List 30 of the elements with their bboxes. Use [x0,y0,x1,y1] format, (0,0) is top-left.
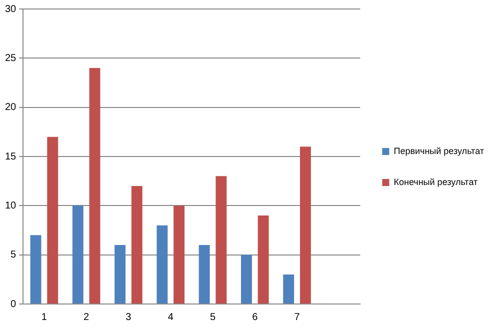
y-tick-label: 20 [5,102,17,114]
legend-label: Первичный результат [394,146,484,156]
legend-label: Конечный результат [394,176,478,187]
y-tick-label: 30 [5,4,17,15]
bar [216,176,227,304]
x-tick-label: 6 [252,312,258,323]
x-tick-label: 2 [84,312,90,323]
y-tick-label: 25 [5,52,17,64]
x-tick-label: 1 [41,312,48,323]
bar [72,206,84,304]
y-tick-label: 0 [10,298,17,310]
bar [89,68,100,304]
bar [283,274,294,304]
y-tick-label: 15 [5,151,17,162]
bar [300,146,311,304]
x-tick-label: 3 [126,312,132,323]
y-tick-label: 5 [10,250,17,261]
bar [240,254,252,304]
x-tick-label: 7 [294,312,300,323]
bar [198,245,210,304]
bar [131,186,142,304]
bar [30,235,42,304]
bar [258,216,269,304]
y-tick-label: 10 [5,200,17,212]
bar [47,136,58,304]
bar [174,206,185,304]
x-tick-label: 5 [210,312,216,323]
bar [156,225,168,304]
x-tick-label: 4 [168,312,174,323]
bar [114,245,126,304]
